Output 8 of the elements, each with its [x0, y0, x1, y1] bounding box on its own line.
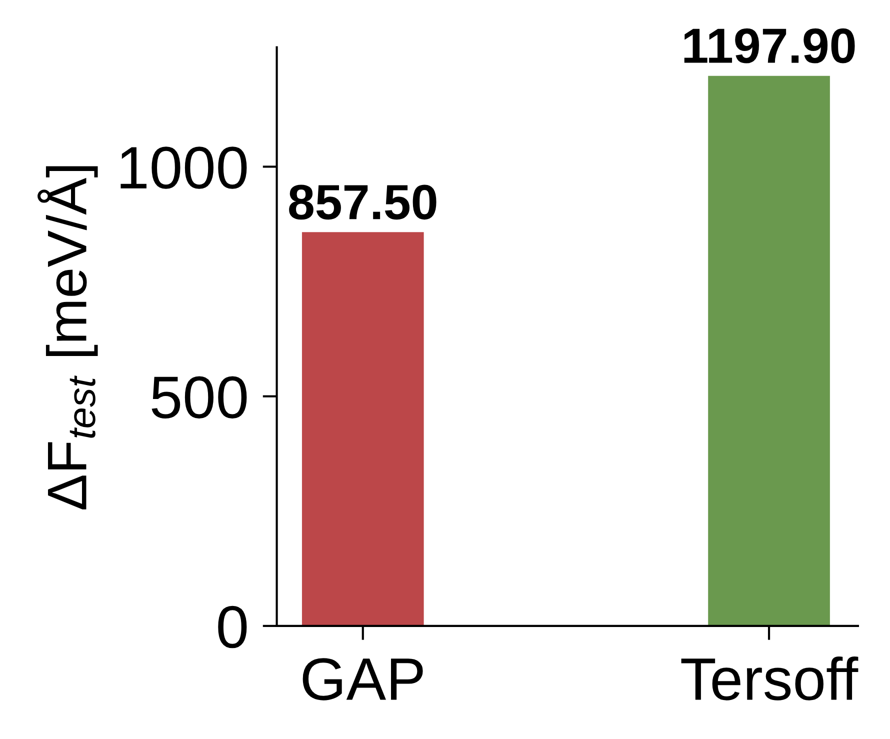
y-tick-label: 1000	[120, 146, 247, 189]
data-label: 857.50	[289, 184, 436, 220]
y-tick-label: 500	[152, 376, 247, 419]
data-label: 1197.90	[684, 28, 855, 64]
y-tick-label: 0	[218, 606, 247, 648]
x-tick-label: Tersoff	[681, 656, 858, 700]
y-axis-title: ΔF$_{test}$ [meV/Å]	[38, 166, 98, 510]
x-tick-label: GAP	[302, 658, 423, 700]
